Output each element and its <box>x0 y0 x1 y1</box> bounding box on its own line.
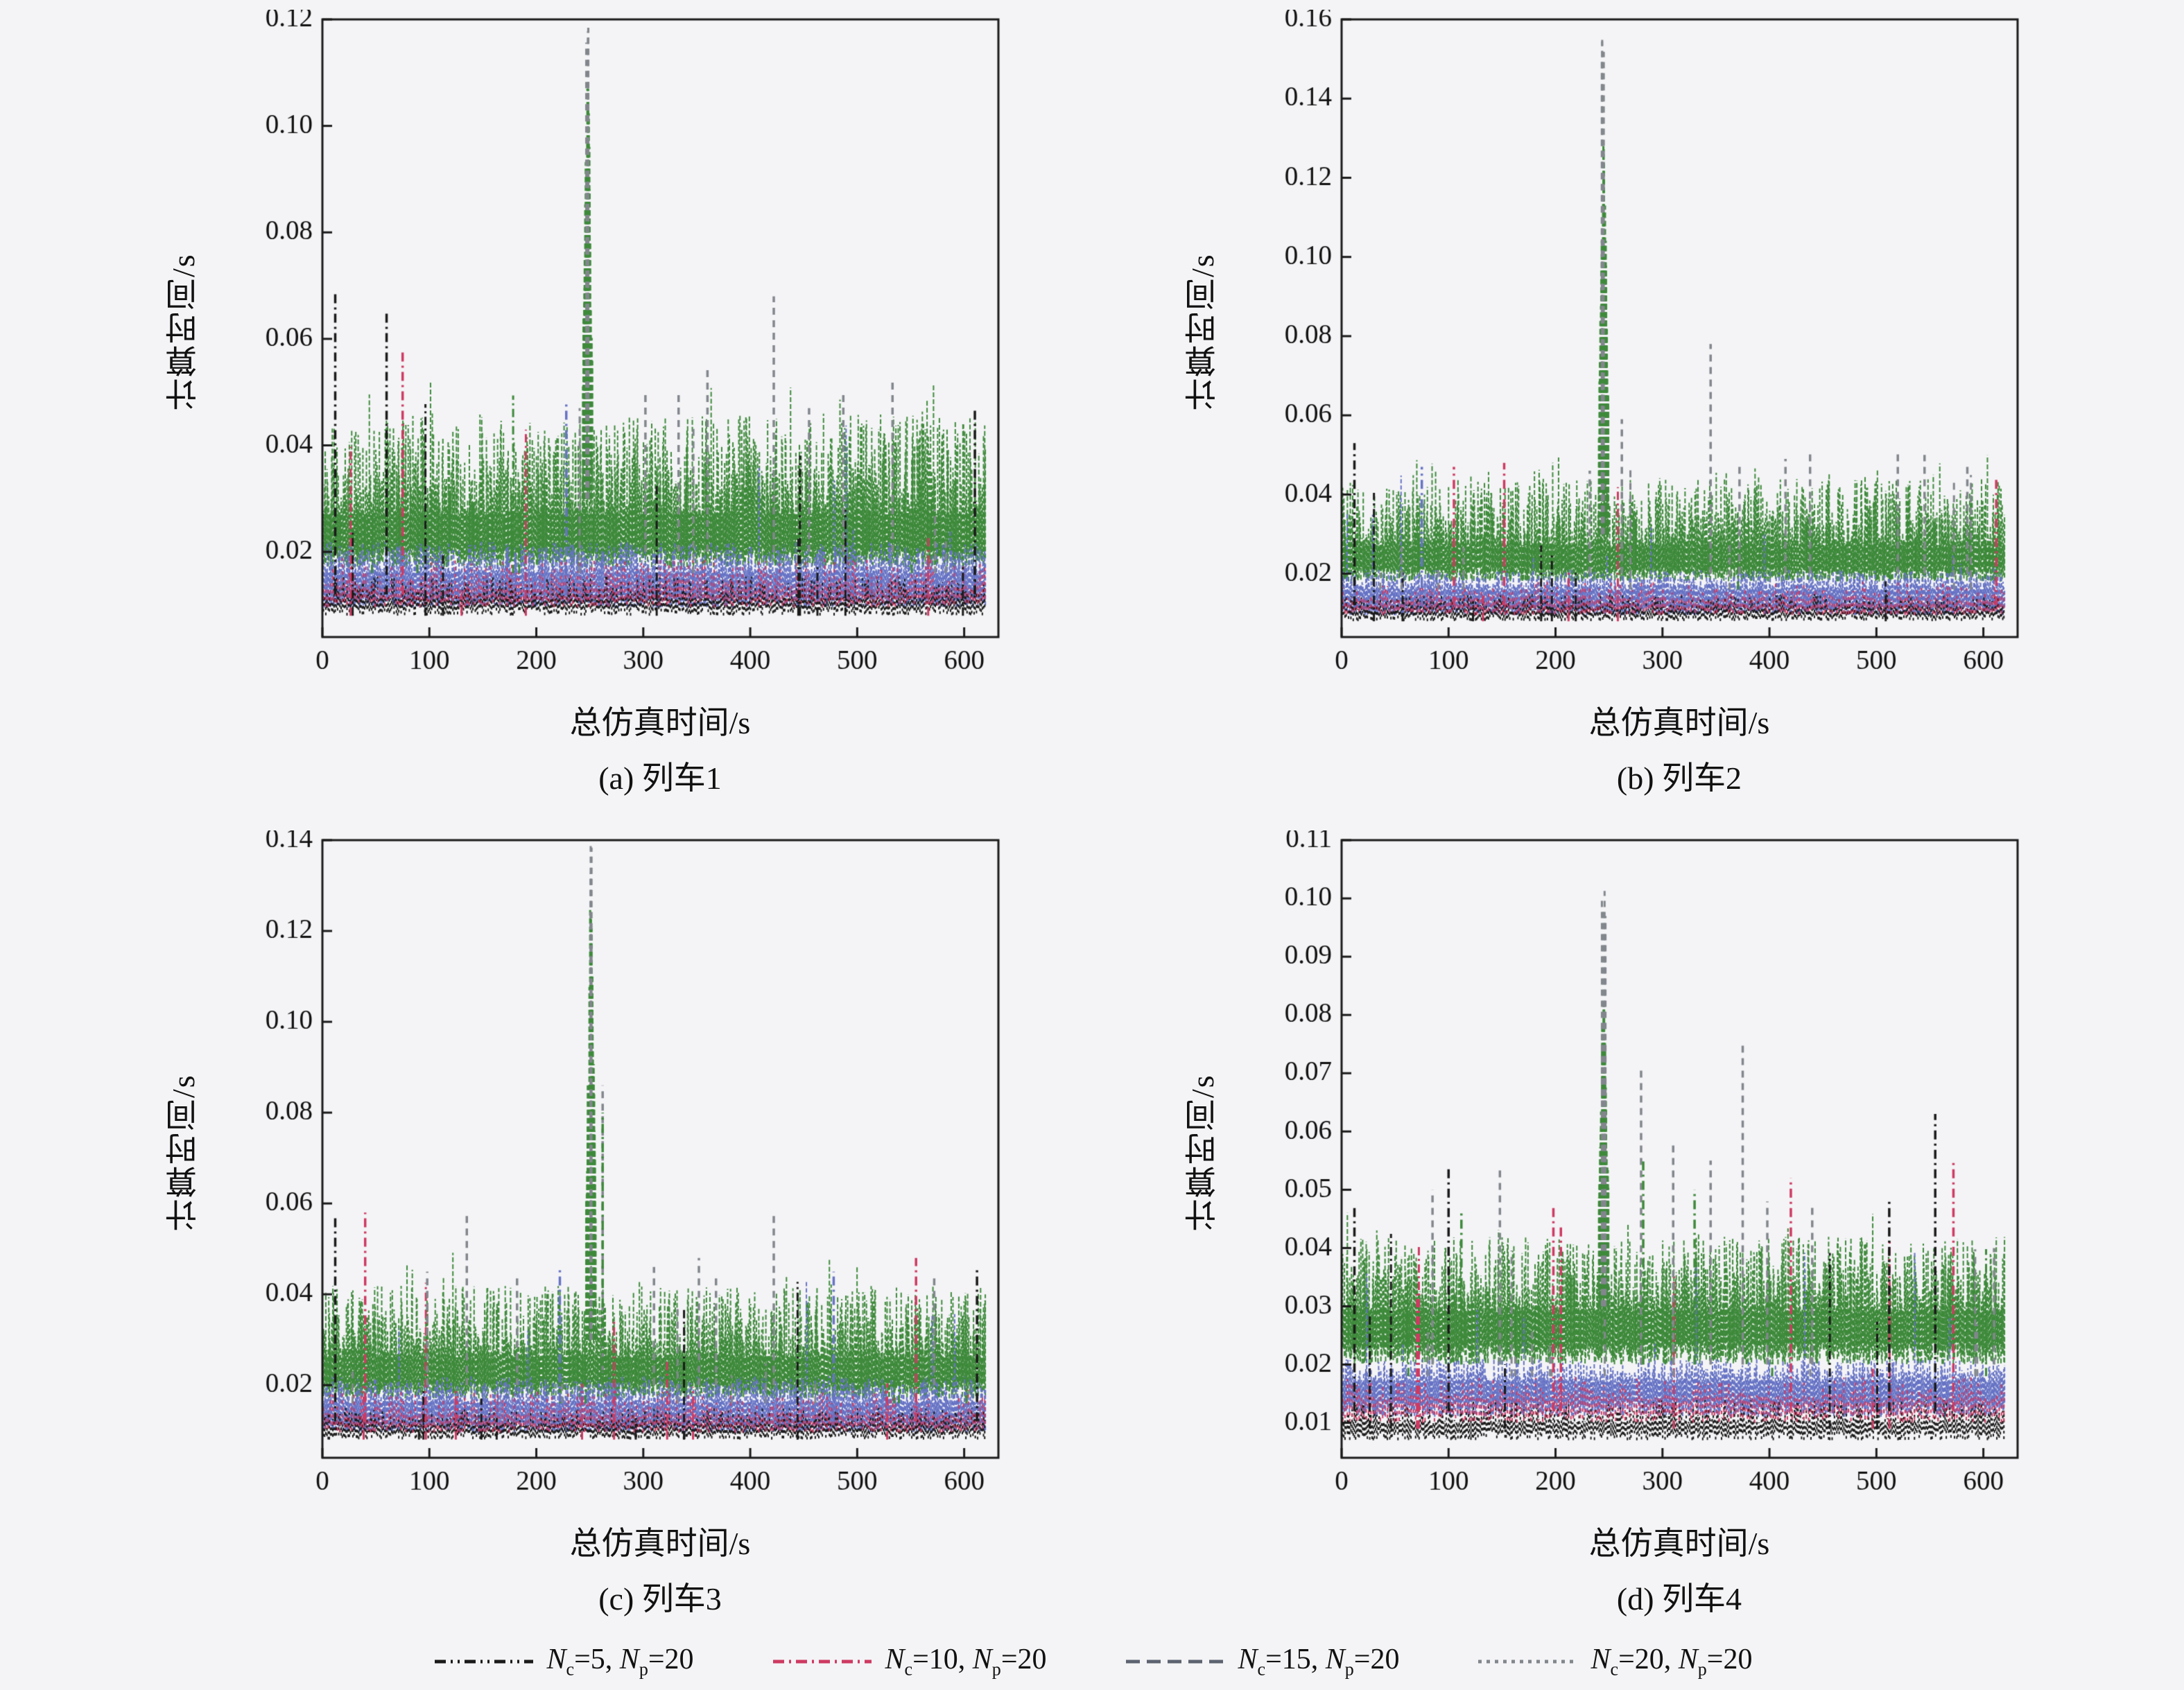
x-axis-label-c: 总仿真时间/s <box>569 1526 751 1561</box>
y-axis-label-b: 计算时间/s <box>1185 253 1220 411</box>
legend-item-nc5: Nc=5, Np=20 <box>432 1643 694 1680</box>
subplot-c: 计算时间/s 总仿真时间/s (c) 列车3 <box>159 830 1005 1619</box>
legend-line-sample-nc10 <box>772 1659 872 1664</box>
legend-line-sample-nc20 <box>1478 1659 1577 1664</box>
legend-label-nc20: Nc=20, Np=20 <box>1591 1644 1753 1680</box>
legend-line-sample-nc15 <box>1125 1659 1224 1664</box>
y-axis-label-c: 计算时间/s <box>166 1074 201 1232</box>
caption-c: (c) 列车3 <box>598 1581 722 1617</box>
chart-row-bottom: 计算时间/s 总仿真时间/s (c) 列车3 计算时间/s 总仿真时间/s (d… <box>159 830 2025 1619</box>
x-axis-label-b: 总仿真时间/s <box>1588 705 1770 740</box>
legend-line-sample-nc5 <box>434 1659 533 1664</box>
x-axis-label-a: 总仿真时间/s <box>569 705 751 740</box>
caption-a: (a) 列车1 <box>598 760 722 796</box>
subplot-a: 计算时间/s 总仿真时间/s (a) 列车1 <box>159 10 1005 799</box>
y-axis-label-a: 计算时间/s <box>166 253 201 411</box>
legend-label-nc15: Nc=15, Np=20 <box>1238 1644 1400 1680</box>
caption-b: (b) 列车2 <box>1616 760 1742 796</box>
legend-item-nc10: Nc=10, Np=20 <box>770 1643 1047 1680</box>
subplot-d: 计算时间/s 总仿真时间/s (d) 列车4 <box>1179 830 2025 1619</box>
legend-label-nc5: Nc=5, Np=20 <box>546 1644 694 1680</box>
legend-item-nc20: Nc=20, Np=20 <box>1475 1643 1752 1680</box>
y-axis-label-d: 计算时间/s <box>1185 1074 1220 1232</box>
chart-row-top: 计算时间/s 总仿真时间/s (a) 列车1 计算时间/s 总仿真时间/s (b… <box>159 10 2025 799</box>
legend-item-nc15: Nc=15, Np=20 <box>1123 1643 1400 1680</box>
caption-d: (d) 列车4 <box>1616 1581 1742 1617</box>
x-axis-label-d: 总仿真时间/s <box>1588 1526 1770 1561</box>
legend-label-nc10: Nc=10, Np=20 <box>885 1644 1047 1680</box>
plot-canvas-a <box>208 10 1005 696</box>
plot-canvas-b <box>1227 10 2025 696</box>
legend: Nc=5, Np=20 Nc=10, Np=20 Nc=15, Np=20 Nc… <box>432 1643 1752 1680</box>
subplot-b: 计算时间/s 总仿真时间/s (b) 列车2 <box>1179 10 2025 799</box>
plot-canvas-d <box>1227 830 2025 1517</box>
plot-canvas-c <box>208 830 1005 1517</box>
